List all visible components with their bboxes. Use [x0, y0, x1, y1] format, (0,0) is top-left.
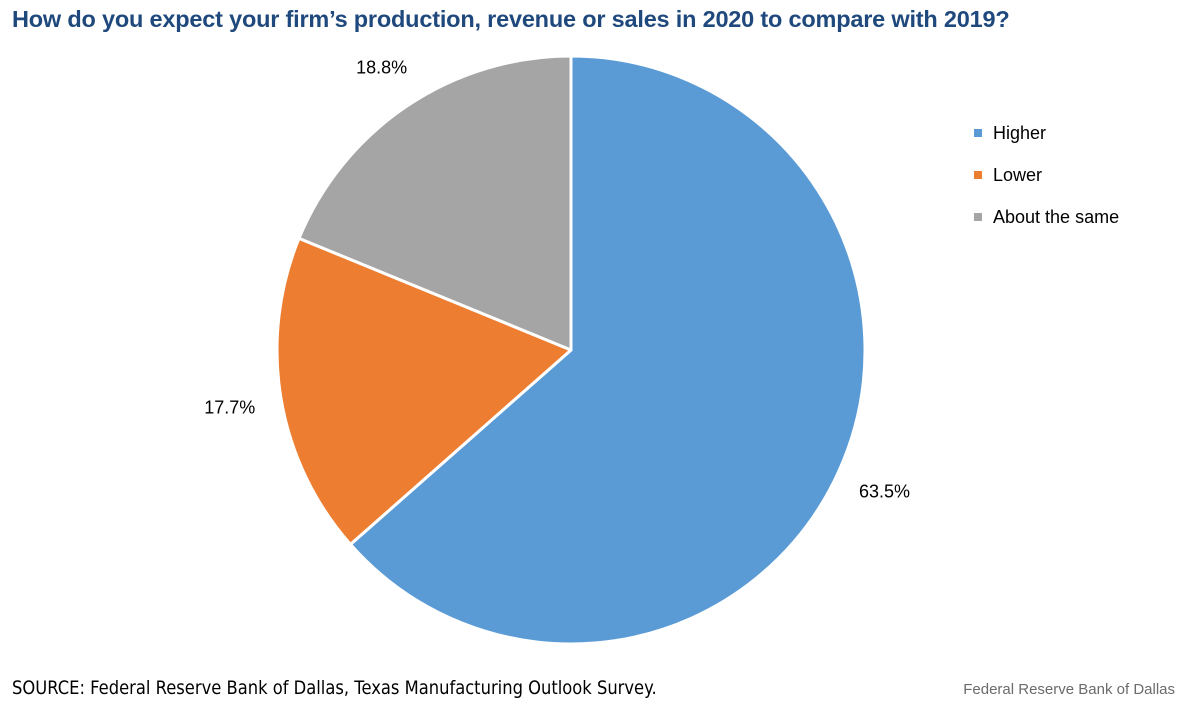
pie-slice-higher: [348, 54, 867, 646]
pie-slices: [275, 54, 867, 646]
data-label-lower: 17.7%: [204, 397, 255, 417]
data-labels: 63.5% 17.7% 18.8%: [204, 58, 910, 502]
legend-swatch: [974, 129, 982, 137]
legend-item-lower: Lower: [974, 154, 1119, 196]
legend-label: About the same: [993, 206, 1120, 227]
chart-title: How do you expect your firm’s production…: [12, 6, 1010, 32]
legend-swatch: [974, 213, 982, 221]
source-note: SOURCE: Federal Reserve Bank of Dallas, …: [12, 677, 657, 699]
pie-slice-lower: [275, 236, 573, 546]
legend-item-about-the-same: About the same: [974, 196, 1119, 238]
pie-slice-about-the-same: [297, 54, 573, 352]
legend-swatch: [974, 171, 982, 179]
data-label-about-the-same: 18.8%: [356, 58, 407, 78]
credit-note: Federal Reserve Bank of Dallas: [963, 681, 1175, 698]
legend-label: Lower: [993, 164, 1043, 185]
legend-item-higher: Higher: [974, 112, 1119, 154]
data-label-higher: 63.5%: [859, 482, 910, 502]
legend: Higher Lower About the same: [974, 112, 1119, 238]
legend-label: Higher: [993, 122, 1047, 143]
